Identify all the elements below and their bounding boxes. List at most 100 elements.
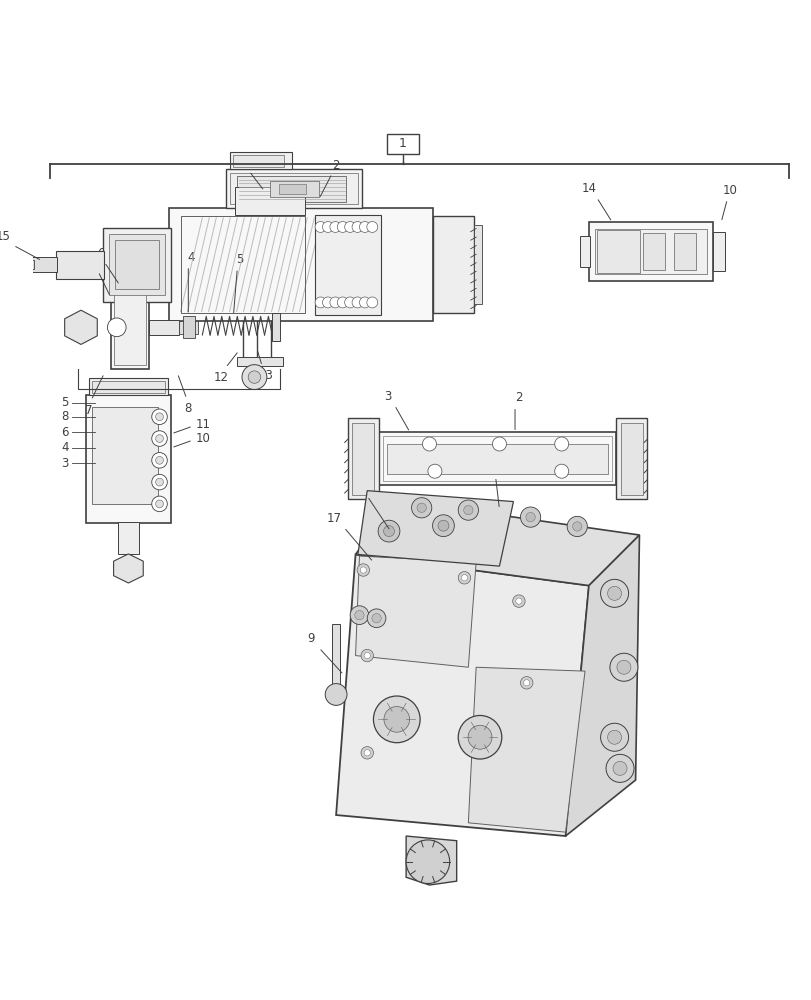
Circle shape <box>156 435 163 442</box>
Text: 7: 7 <box>85 404 92 417</box>
Polygon shape <box>358 491 513 566</box>
Circle shape <box>152 409 167 425</box>
Text: 8: 8 <box>61 410 68 423</box>
Circle shape <box>616 660 630 674</box>
Bar <box>579 236 589 267</box>
Circle shape <box>337 222 348 232</box>
Text: 4: 4 <box>61 441 68 454</box>
Circle shape <box>526 512 534 522</box>
Text: 3: 3 <box>61 457 68 470</box>
Polygon shape <box>406 836 456 885</box>
Polygon shape <box>355 556 475 667</box>
Bar <box>270 181 319 197</box>
Circle shape <box>344 297 355 308</box>
Circle shape <box>463 505 473 515</box>
Bar <box>386 444 607 474</box>
Circle shape <box>461 575 467 581</box>
Bar <box>234 187 305 215</box>
Bar <box>118 522 139 554</box>
Text: 1: 1 <box>398 137 406 150</box>
Circle shape <box>600 579 628 607</box>
Circle shape <box>363 652 370 659</box>
Bar <box>110 285 149 369</box>
Circle shape <box>607 730 621 744</box>
Bar <box>237 176 345 202</box>
Circle shape <box>152 496 167 512</box>
Polygon shape <box>114 554 143 583</box>
Bar <box>379 432 616 485</box>
Polygon shape <box>355 500 639 586</box>
Circle shape <box>363 750 370 756</box>
Bar <box>620 423 642 495</box>
Text: 14: 14 <box>581 182 596 195</box>
Bar <box>347 418 379 499</box>
Bar <box>642 233 664 270</box>
Circle shape <box>457 500 478 520</box>
Text: 11: 11 <box>195 418 211 431</box>
Circle shape <box>523 680 529 686</box>
Circle shape <box>367 297 377 308</box>
Circle shape <box>457 572 470 584</box>
Text: 2: 2 <box>332 159 340 172</box>
Text: 16: 16 <box>490 460 504 473</box>
Text: 3: 3 <box>384 390 392 403</box>
Bar <box>315 215 380 315</box>
Bar <box>616 418 646 499</box>
Bar <box>182 316 195 338</box>
Circle shape <box>367 222 377 232</box>
Bar <box>278 184 306 194</box>
Bar <box>596 230 639 273</box>
Text: 2: 2 <box>514 391 522 404</box>
Circle shape <box>411 498 431 518</box>
Bar <box>21 260 33 269</box>
Bar <box>114 289 145 365</box>
Bar <box>236 357 283 366</box>
Circle shape <box>156 478 163 486</box>
Circle shape <box>609 653 637 681</box>
Text: 13: 13 <box>259 369 273 382</box>
Bar <box>230 173 358 204</box>
Circle shape <box>152 453 167 468</box>
Bar <box>473 225 481 304</box>
Circle shape <box>491 437 506 451</box>
Circle shape <box>352 297 363 308</box>
Circle shape <box>156 500 163 508</box>
Circle shape <box>322 297 333 308</box>
Text: 16: 16 <box>350 481 365 494</box>
Circle shape <box>367 609 385 628</box>
Circle shape <box>515 598 521 604</box>
Circle shape <box>378 520 399 542</box>
Bar <box>433 216 473 313</box>
Circle shape <box>467 725 491 749</box>
Circle shape <box>600 723 628 751</box>
Bar <box>92 381 165 393</box>
Text: 10: 10 <box>722 184 737 197</box>
Circle shape <box>156 456 163 464</box>
Circle shape <box>406 840 449 883</box>
Bar <box>115 240 159 289</box>
Circle shape <box>107 318 126 337</box>
Circle shape <box>359 222 370 232</box>
Circle shape <box>520 677 532 689</box>
Circle shape <box>422 437 436 451</box>
Circle shape <box>315 297 325 308</box>
Circle shape <box>344 222 355 232</box>
Text: 17: 17 <box>327 512 341 525</box>
Circle shape <box>383 526 394 537</box>
Text: 8: 8 <box>184 402 191 415</box>
Circle shape <box>354 610 363 620</box>
Circle shape <box>384 707 409 732</box>
Circle shape <box>359 297 370 308</box>
Text: 12: 12 <box>213 371 228 384</box>
Bar <box>180 216 305 313</box>
Circle shape <box>427 464 441 478</box>
Bar <box>230 152 291 169</box>
Circle shape <box>361 747 373 759</box>
Bar <box>332 624 340 694</box>
Bar <box>169 208 433 321</box>
Bar <box>594 229 706 274</box>
Circle shape <box>242 365 267 390</box>
Bar <box>382 436 611 481</box>
Bar <box>85 395 171 523</box>
Bar <box>386 134 418 154</box>
